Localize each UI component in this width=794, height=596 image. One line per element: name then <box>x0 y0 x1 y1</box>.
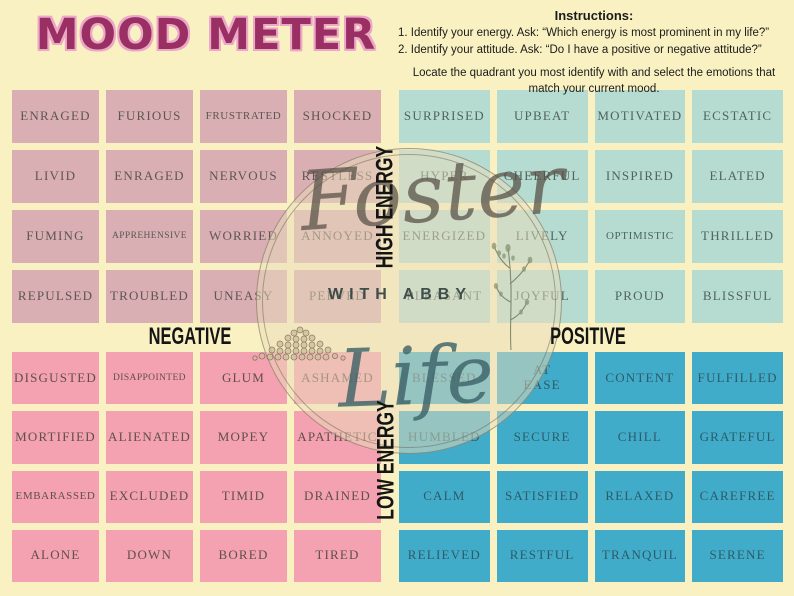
quadrant-high-energy-negative: ENRAGED FURIOUS FRUSTRATED SHOCKED LIVID ENRA… <box>12 90 381 323</box>
emotion-cell: BLISSFUL <box>692 270 783 323</box>
emotion-cell: TIMID <box>200 470 287 523</box>
emotion-cell: TIRED <box>294 529 381 582</box>
emotion-cell: EXCLUDED <box>106 470 193 523</box>
emotion-cell: CALM <box>399 470 490 523</box>
emotion-cell: RESTFUL <box>496 529 588 582</box>
emotion-cell: CHILL <box>594 411 686 464</box>
page-title: MOOD METER <box>35 10 377 60</box>
emotion-cell: SATISFIED <box>496 470 588 523</box>
instruction-step-1: 1. Identify your energy. Ask: “Which ene… <box>398 27 770 39</box>
emotion-cell: LIVID <box>12 150 99 203</box>
emotion-cell: FULFILLED <box>692 352 783 405</box>
instructions-heading: Instructions: <box>554 8 634 23</box>
emotion-cell: PROUD <box>594 270 686 323</box>
emotion-cell: ENRAGED <box>12 90 99 143</box>
instruction-step-2: 2. Identify your attitude. Ask: “Do I ha… <box>398 44 762 57</box>
emotion-cell: DISGUSTED <box>12 352 99 405</box>
emotion-cell: APPREHENSIVE <box>106 210 193 263</box>
emotion-cell: FURIOUS <box>106 90 193 143</box>
emotion-cell: MOPEY <box>200 411 287 464</box>
emotion-cell: INSPIRED <box>594 150 686 203</box>
emotion-cell: SURPRISED <box>399 90 490 143</box>
emotion-cell: RELIEVED <box>399 529 490 582</box>
emotion-cell: TROUBLED <box>106 270 193 323</box>
emotion-cell: RELAXED <box>594 470 686 523</box>
emotion-cell: FUMING <box>12 210 99 263</box>
emotion-cell: BORED <box>200 529 287 582</box>
emotion-cell: SHOCKED <box>294 90 381 143</box>
emotion-cell: MORTIFIED <box>12 411 99 464</box>
emotion-cell: CONTENT <box>594 352 686 405</box>
emotion-cell: GRATEFUL <box>692 411 783 464</box>
emotion-cell: ALIENATED <box>106 411 193 464</box>
emotion-cell: FRUSTRATED <box>200 90 287 143</box>
emotion-cell: SERENE <box>692 529 783 582</box>
instructions-note: Locate the quadrant you most identify wi… <box>412 66 776 95</box>
emotion-cell: DOWN <box>106 529 193 582</box>
emotion-cell: EMBARASSED <box>12 470 99 523</box>
instructions-panel: Instructions: 1. Identify your energy. A… <box>398 8 790 97</box>
seed-pile-icon <box>252 326 346 361</box>
emotion-cell: MOTIVATED <box>594 90 686 143</box>
emotion-cell: TRANQUIL <box>594 529 686 582</box>
axis-label-low-energy: LOW ENERGY <box>373 400 400 520</box>
emotion-cell: ELATED <box>692 150 783 203</box>
emotion-cell: THRILLED <box>692 210 783 263</box>
emotion-cell: ECSTATIC <box>692 90 783 143</box>
botanical-sprig-icon <box>491 242 533 351</box>
emotion-cell: DISAPPOINTED <box>106 352 193 405</box>
axis-label-negative: NEGATIVE <box>148 323 232 351</box>
emotion-cell: UPBEAT <box>496 90 588 143</box>
emotion-cell: DRAINED <box>294 470 381 523</box>
watermark-with-abby: WITH ABBY <box>327 286 473 303</box>
emotion-cell: CAREFREE <box>692 470 783 523</box>
axis-label-positive: POSITIVE <box>550 323 626 351</box>
emotion-cell: ALONE <box>12 529 99 582</box>
emotion-cell: OPTIMISTIC <box>594 210 686 263</box>
emotion-cell: SECURE <box>496 411 588 464</box>
axis-label-high-energy: HIGH ENERGY <box>372 145 399 269</box>
emotion-cell: REPULSED <box>12 270 99 323</box>
emotion-cell: ENRAGED <box>106 150 193 203</box>
emotion-cell: NERVOUS <box>200 150 287 203</box>
